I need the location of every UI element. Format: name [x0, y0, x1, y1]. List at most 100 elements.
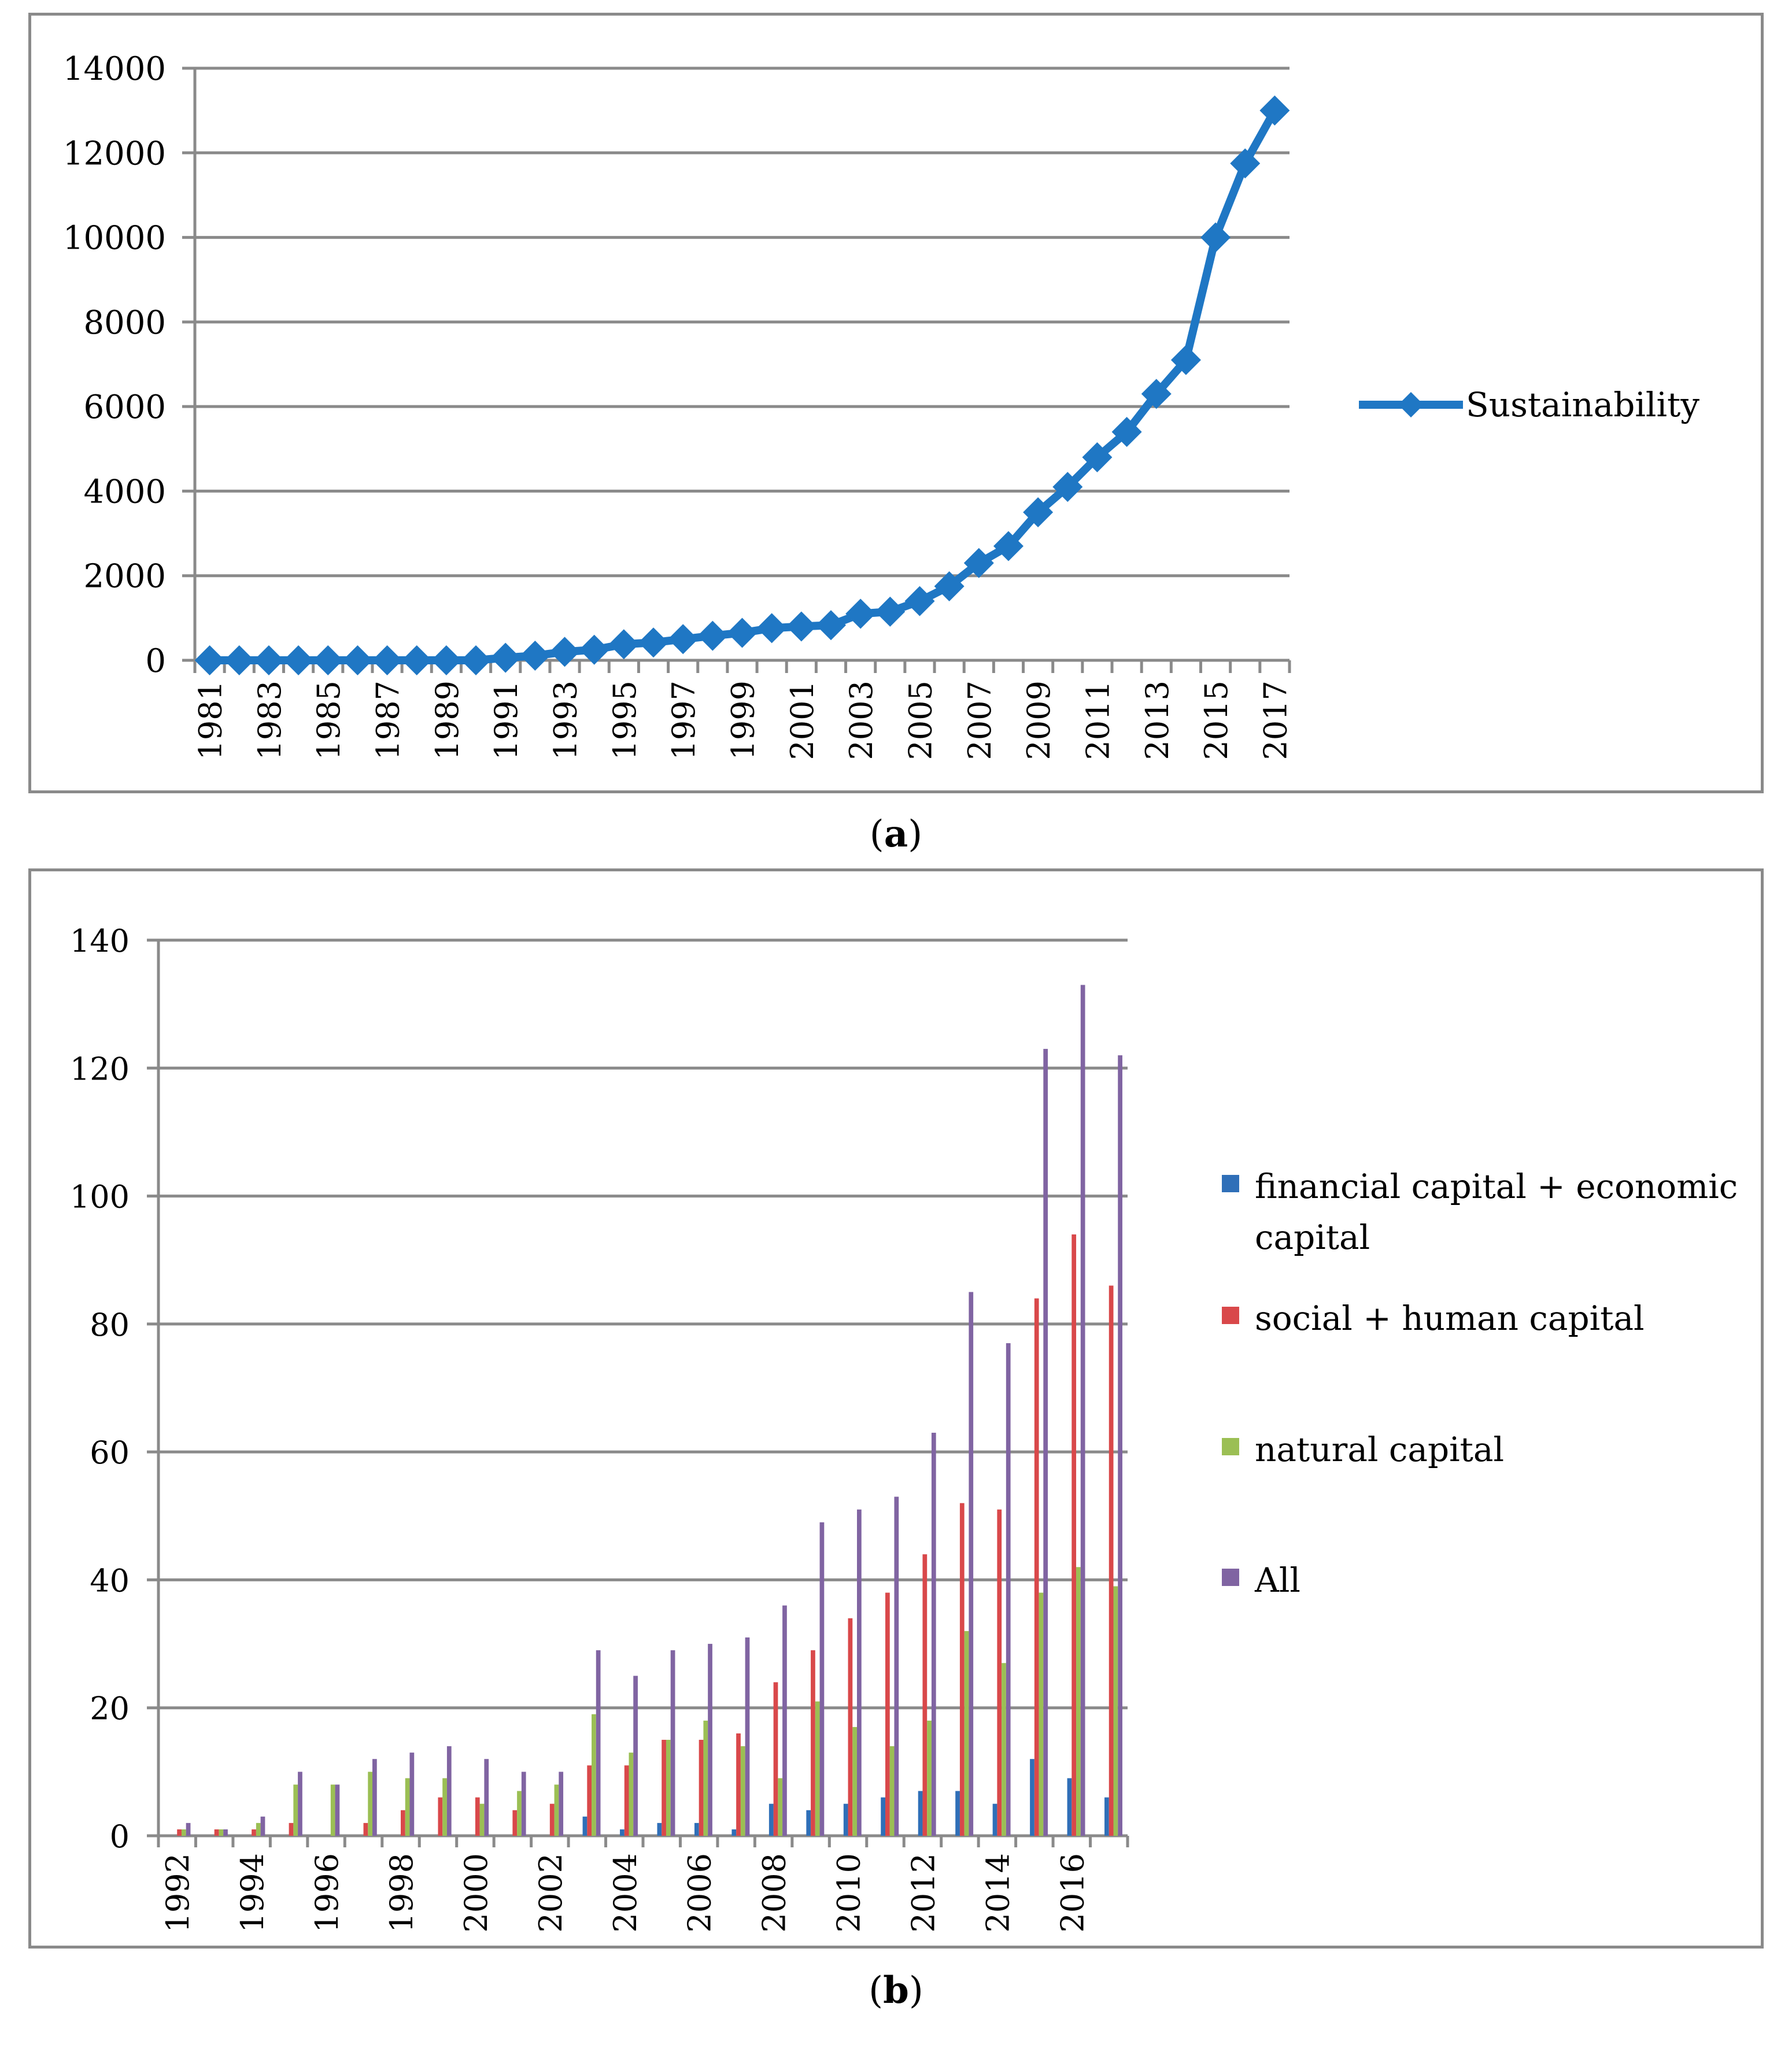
x-tick-label: 1991: [488, 681, 524, 760]
bar: [181, 1829, 186, 1836]
bar: [554, 1784, 559, 1836]
bar: [811, 1650, 815, 1836]
data-point: [727, 618, 758, 648]
chart-b: 0 20 40 60 80 100 120 140 1992 1994 1996 1998 2000 20…: [70, 923, 1738, 1932]
data-point: [904, 586, 935, 616]
bar: [959, 1503, 965, 1836]
bar: [1080, 985, 1085, 1836]
bar: [1030, 1759, 1034, 1836]
legend-label: natural capital: [1255, 1430, 1504, 1469]
bar: [442, 1778, 447, 1836]
legend-swatch: [1222, 1307, 1239, 1324]
bar: [517, 1791, 522, 1836]
bar: [629, 1753, 634, 1836]
bar: [773, 1682, 778, 1836]
x-tick-label: 2004: [607, 1853, 644, 1932]
bar: [964, 1631, 969, 1836]
bar: [1043, 1049, 1048, 1836]
bar: [852, 1726, 858, 1836]
bar: [815, 1701, 820, 1836]
x-tick-label: 1993: [548, 681, 584, 760]
data-point: [549, 637, 580, 667]
bar: [778, 1778, 783, 1836]
data-point: [934, 571, 965, 601]
x-tick-label: 2016: [1054, 1853, 1091, 1932]
data-point: [1082, 442, 1113, 472]
y-tick-label: 0: [110, 1818, 130, 1855]
x-tick-label: 1981: [193, 681, 229, 760]
legend-swatch: [1222, 1569, 1239, 1586]
data-point: [1052, 472, 1083, 502]
bar: [848, 1618, 853, 1836]
data-point: [1023, 497, 1054, 527]
bar: [521, 1772, 526, 1836]
x-tick-label: 1989: [429, 681, 465, 760]
bar: [1118, 1055, 1122, 1836]
bar: [298, 1772, 302, 1836]
x-tick-label: 2014: [980, 1853, 1016, 1932]
legend-label-sustainability: Sustainability: [1466, 385, 1699, 424]
bar: [1006, 1343, 1011, 1836]
data-point: [313, 645, 343, 675]
bar: [1039, 1592, 1044, 1836]
bar: [479, 1803, 485, 1836]
y-tick-label: 20: [90, 1691, 130, 1727]
bar: [596, 1650, 601, 1836]
bar: [409, 1753, 415, 1836]
x-tick-label: 2006: [682, 1853, 718, 1932]
bar: [1104, 1797, 1109, 1836]
bar: [582, 1816, 588, 1836]
bar: [1109, 1285, 1114, 1836]
x-tick-label: 2008: [756, 1853, 793, 1932]
data-point: [431, 645, 461, 675]
y-tick-label: 0: [145, 642, 166, 680]
bar: [372, 1759, 377, 1836]
x-tick-label: 1997: [666, 681, 702, 760]
x-tick-label: 1994: [234, 1853, 271, 1932]
bar: [703, 1720, 708, 1836]
data-point: [401, 645, 432, 675]
data-point: [1170, 345, 1201, 375]
data-point: [520, 640, 550, 671]
bar: [1034, 1298, 1039, 1836]
bar: [1113, 1586, 1118, 1836]
caption-b: (b): [869, 1969, 923, 2012]
x-tick-label: 2001: [784, 681, 821, 760]
bar: [927, 1720, 932, 1836]
bar: [745, 1637, 750, 1836]
x-tick-label: 2011: [1080, 681, 1116, 760]
bar: [405, 1778, 410, 1836]
legend-label: social + human capital: [1255, 1299, 1645, 1338]
data-point: [1259, 95, 1290, 126]
bar: [992, 1803, 997, 1836]
bar: [330, 1784, 335, 1836]
bar: [699, 1740, 704, 1836]
data-point: [342, 645, 373, 675]
data-point: [283, 645, 314, 675]
chart-a: 0 2000 4000 6000 8000 10000 12000 14000 1981 1983…: [63, 50, 1699, 760]
bar: [363, 1822, 368, 1836]
bar: [881, 1797, 885, 1836]
legend-label: financial capital + economic: [1255, 1167, 1738, 1206]
bar: [1067, 1778, 1072, 1836]
x-tick-label: 1996: [309, 1853, 345, 1932]
x-tick-label: 2015: [1198, 681, 1235, 760]
y-tick-label: 12000: [63, 135, 166, 172]
series-line-sustainability: [209, 108, 1279, 664]
bar: [708, 1644, 712, 1836]
bar: [592, 1714, 596, 1836]
bar: [1076, 1567, 1081, 1836]
bar: [633, 1676, 638, 1836]
x-tick-label: 2000: [458, 1853, 494, 1932]
bar: [624, 1765, 629, 1836]
y-tick-label: 40: [90, 1562, 130, 1599]
bar: [260, 1816, 265, 1836]
y-tick-label: 2000: [83, 558, 166, 596]
bar: [252, 1829, 256, 1836]
x-tick-label: 2010: [831, 1853, 867, 1932]
bar: [620, 1829, 625, 1836]
data-point: [1111, 417, 1142, 448]
y-tick-label: 4000: [83, 473, 166, 511]
bar: [438, 1797, 443, 1836]
